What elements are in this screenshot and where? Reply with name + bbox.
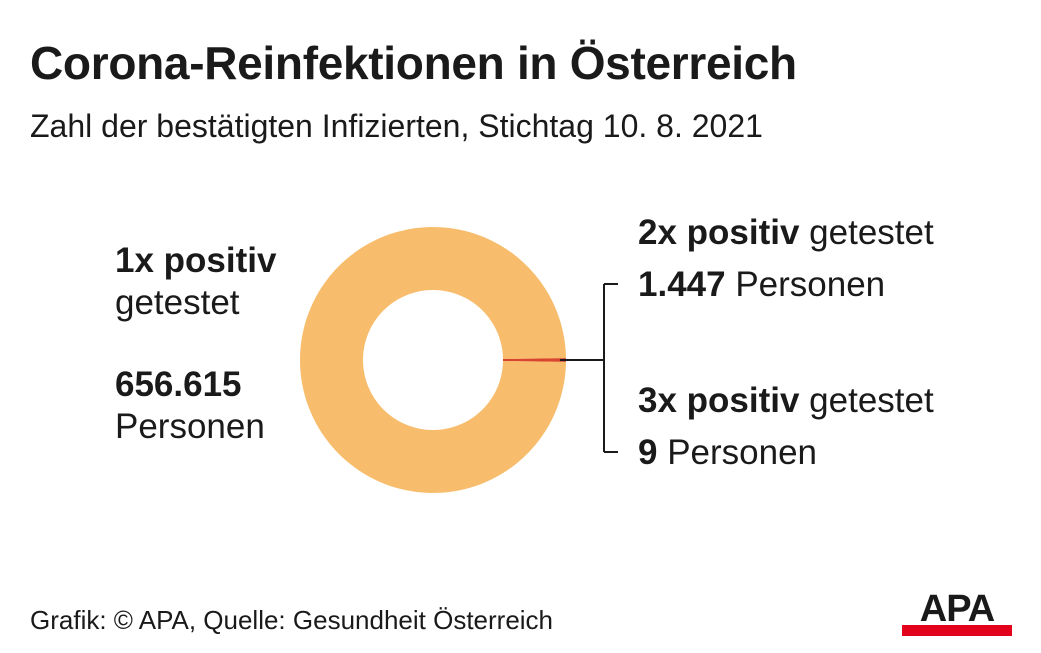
label-second-infection-bold: 2x positiv — [638, 213, 800, 252]
label-second-infection-rest: getestet — [799, 213, 934, 252]
label-third-infection-rest: getestet — [799, 381, 934, 420]
value-second-infection-number: 1.447 — [638, 265, 726, 304]
label-third-infection: 3x positiv getestet — [638, 380, 934, 422]
label-first-infection-bold: 1x positiv — [115, 241, 277, 280]
donut-slice-2 — [502, 358, 566, 362]
apa-logo: APA — [902, 590, 1012, 636]
svg-text:APA: APA — [920, 590, 995, 630]
value-second-infection-unit: Personen — [725, 265, 886, 304]
donut-chart — [300, 227, 566, 493]
value-second-infection: 1.447 Personen — [638, 264, 885, 306]
value-third-infection-number: 9 — [638, 433, 658, 472]
chart-subtitle: Zahl der bestätigten Infizierten, Sticht… — [30, 108, 763, 144]
donut-slice-1 — [300, 227, 566, 493]
chart-title: Corona-Reinfektionen in Österreich — [30, 37, 797, 89]
label-second-infection: 2x positiv getestet — [638, 212, 934, 254]
value-first-infection: 656.615 Personen — [115, 364, 265, 448]
value-third-infection-unit: Personen — [657, 433, 818, 472]
donut-slice-3 — [502, 360, 566, 362]
value-third-infection: 9 Personen — [638, 432, 817, 474]
label-third-infection-bold: 3x positiv — [638, 381, 800, 420]
label-first-infection-rest: getestet — [115, 283, 240, 322]
leader-bracket — [560, 283, 618, 453]
value-first-infection-number: 656.615 — [115, 365, 242, 404]
label-first-infection: 1x positiv getestet — [115, 240, 276, 324]
value-first-infection-unit: Personen — [115, 407, 265, 446]
source-footer: Grafik: © APA, Quelle: Gesundheit Österr… — [30, 605, 554, 635]
